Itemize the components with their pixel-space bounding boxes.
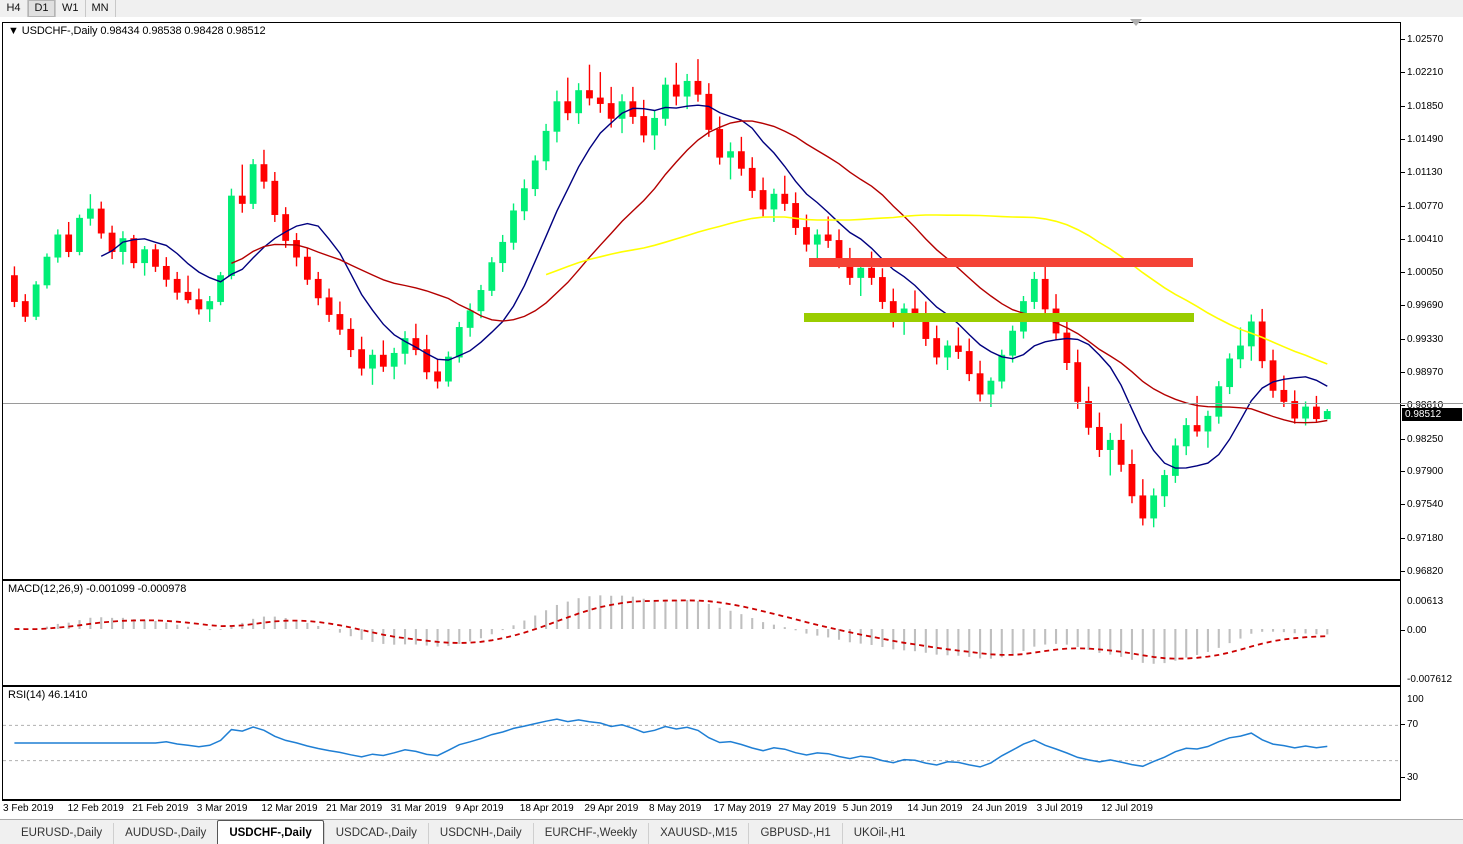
timeframe-toolbar: H4 D1 W1 MN: [0, 0, 1463, 17]
price-scale-tick: 0.99330: [1401, 334, 1463, 345]
macd-scale-tick: 0.00: [1401, 625, 1463, 636]
date-axis-label: 3 Feb 2019: [3, 803, 54, 814]
date-axis-label: 9 Apr 2019: [455, 803, 504, 814]
rsi-scale-tick: 30: [1401, 772, 1463, 783]
date-axis-label: 3 Mar 2019: [196, 803, 248, 814]
date-axis[interactable]: 3 Feb 2019 12 Feb 2019 21 Feb 2019 3 Mar 20…: [2, 800, 1401, 818]
current-price-badge: 0.98512: [1402, 408, 1462, 422]
symbol-tab-usdchf[interactable]: USDCHF-,Daily: [217, 820, 324, 844]
symbol-tab-gbpusd[interactable]: GBPUSD-,H1: [748, 823, 841, 844]
price-scale-tick: 1.01850: [1401, 101, 1463, 112]
symbol-tabbar: EURUSD-,Daily AUDUSD-,Daily USDCHF-,Daily U…: [0, 819, 1463, 844]
date-axis-label: 14 Jun 2019: [907, 803, 963, 814]
rsi-pane-label: RSI(14) 46.1410: [8, 689, 88, 701]
price-scale-tick: 0.98610: [1401, 400, 1463, 411]
date-axis-label: 5 Jun 2019: [842, 803, 893, 814]
price-scale-tick: 1.02570: [1401, 34, 1463, 45]
date-axis-label: 31 Mar 2019: [390, 803, 447, 814]
symbol-tab-usdcad[interactable]: USDCAD-,Daily: [323, 823, 428, 844]
rsi-plot[interactable]: [3, 687, 1463, 799]
chart-area: ▼ USDCHF-,Daily 0.98434 0.98538 0.98428 …: [0, 18, 1463, 800]
price-scale-tick: 1.00410: [1401, 234, 1463, 245]
timeframe-mn[interactable]: MN: [85, 0, 116, 17]
price-scale-tick: 1.01490: [1401, 134, 1463, 145]
support-line[interactable]: [804, 313, 1194, 322]
timeframe-w1[interactable]: W1: [56, 0, 86, 17]
date-axis-label: 3 Jul 2019: [1036, 803, 1083, 814]
rsi-svg: [3, 718, 1402, 768]
symbol-tab-usdcnh[interactable]: USDCNH-,Daily: [427, 823, 533, 844]
price-scale-tick: 0.96820: [1401, 566, 1463, 577]
date-axis-label: 12 Mar 2019: [261, 803, 318, 814]
rsi-pane[interactable]: RSI(14) 46.1410: [2, 686, 1463, 800]
symbol-tab-audusd[interactable]: AUDUSD-,Daily: [113, 823, 217, 844]
date-axis-label: 18 Apr 2019: [519, 803, 574, 814]
price-pane-label: ▼ USDCHF-,Daily 0.98434 0.98538 0.98428 …: [8, 25, 266, 37]
symbol-tab-eurchf[interactable]: EURCHF-,Weekly: [532, 823, 648, 844]
resistance-line[interactable]: [809, 258, 1193, 267]
rsi-scale-tick: 100: [1407, 694, 1424, 705]
price-scale-tick: 1.00770: [1401, 201, 1463, 212]
rsi-scale[interactable]: 100 70 30: [1400, 686, 1463, 800]
macd-scale[interactable]: 0.00613 0.00 -0.007612: [1400, 580, 1463, 686]
price-scale-tick: 0.97180: [1401, 533, 1463, 544]
price-scale-tick: 1.00050: [1401, 267, 1463, 278]
date-axis-label: 12 Feb 2019: [67, 803, 124, 814]
macd-pane[interactable]: MACD(12,26,9) -0.001099 -0.000978: [2, 580, 1463, 686]
price-scale-tick: 1.02210: [1401, 67, 1463, 78]
macd-scale-tick: -0.007612: [1407, 674, 1453, 685]
macd-svg: [14, 595, 1329, 664]
date-axis-label: 8 May 2019: [649, 803, 702, 814]
price-plot[interactable]: [3, 23, 1463, 579]
date-axis-label: 21 Mar 2019: [326, 803, 383, 814]
macd-plot[interactable]: [3, 581, 1463, 685]
rsi-scale-tick: 70: [1401, 719, 1463, 730]
price-scale-tick: 1.01130: [1401, 167, 1463, 178]
price-scale-tick: 0.99690: [1401, 300, 1463, 311]
date-axis-label: 12 Jul 2019: [1101, 803, 1153, 814]
macd-scale-tick: 0.00613: [1407, 596, 1444, 607]
price-scale-tick: 0.98250: [1401, 434, 1463, 445]
date-axis-label: 27 May 2019: [778, 803, 837, 814]
date-axis-label: 21 Feb 2019: [132, 803, 189, 814]
price-scale-tick: 0.97540: [1401, 499, 1463, 510]
current-price-crossline: [3, 403, 1463, 404]
price-pane[interactable]: ▼ USDCHF-,Daily 0.98434 0.98538 0.98428 …: [2, 22, 1463, 580]
timeframe-h4[interactable]: H4: [0, 0, 28, 17]
date-axis-label: 29 Apr 2019: [584, 803, 639, 814]
symbol-tab-ukoil[interactable]: UKOil-,H1: [841, 823, 917, 844]
price-scale-tick: 0.97900: [1401, 466, 1463, 477]
symbol-tab-eurusd[interactable]: EURUSD-,Daily: [21, 827, 103, 839]
scroll-position-marker[interactable]: [1130, 19, 1142, 26]
symbol-tab-xauusd[interactable]: XAUUSD-,M15: [648, 823, 748, 844]
price-scale-tick: 0.98970: [1401, 367, 1463, 378]
timeframe-d1[interactable]: D1: [28, 0, 56, 17]
date-axis-label: 24 Jun 2019: [972, 803, 1028, 814]
price-scale[interactable]: 1.02570 1.02210 1.01850 1.01490 1.01130 1.007…: [1400, 22, 1463, 580]
macd-pane-label: MACD(12,26,9) -0.001099 -0.000978: [8, 583, 187, 595]
date-axis-label: 17 May 2019: [713, 803, 772, 814]
toolbar-empty-area: [115, 0, 1463, 17]
candlestick-svg: [11, 59, 1331, 528]
